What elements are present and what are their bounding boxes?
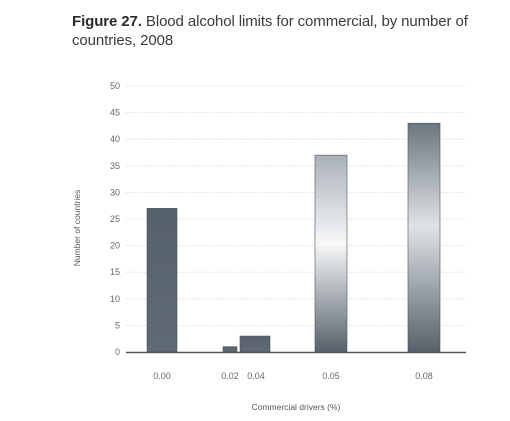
y-tick-label: 35 [110, 161, 120, 171]
y-tick-label: 15 [110, 267, 120, 277]
y-tick-label: 30 [110, 187, 120, 197]
y-tick-label: 0 [115, 347, 120, 357]
x-axis-ticks: 0.00 0.02 0.04 0.05 0.08 [153, 371, 433, 381]
x-tick-label: 0.02 [221, 371, 239, 381]
y-axis-label: Number of countries [72, 190, 82, 267]
y-tick-label: 5 [115, 320, 120, 330]
bar-0.00 [146, 208, 178, 353]
x-tick-label: 0.04 [247, 371, 265, 381]
bar-0.08 [407, 122, 441, 353]
x-tick-label: 0.05 [322, 371, 340, 381]
figure-title-line-1: Figure 27. Blood alcohol limits for comm… [72, 12, 472, 31]
y-tick-label: 40 [110, 134, 120, 144]
figure-title: Figure 27. Blood alcohol limits for comm… [72, 12, 472, 50]
bars [146, 122, 441, 353]
y-axis-ticks: 0 5 10 15 20 25 30 35 40 45 50 [110, 81, 120, 357]
bar-0.04 [239, 335, 271, 353]
figure-title-line-2: countries, 2008 [72, 32, 174, 49]
y-tick-label: 50 [110, 81, 120, 91]
figure-number: Figure 27. [72, 13, 142, 30]
x-tick-label: 0.00 [153, 371, 171, 381]
y-tick-label: 45 [110, 108, 120, 118]
y-tick-label: 25 [110, 214, 120, 224]
y-tick-label: 20 [110, 241, 120, 251]
bar-0.02 [222, 346, 238, 353]
figure-title-text: Blood alcohol limits for commercial, by … [141, 13, 468, 30]
x-axis-label: Commercial drivers (%) [252, 402, 341, 412]
x-tick-label: 0.08 [415, 371, 433, 381]
bar-0.05 [314, 154, 348, 353]
y-tick-label: 10 [110, 294, 120, 304]
